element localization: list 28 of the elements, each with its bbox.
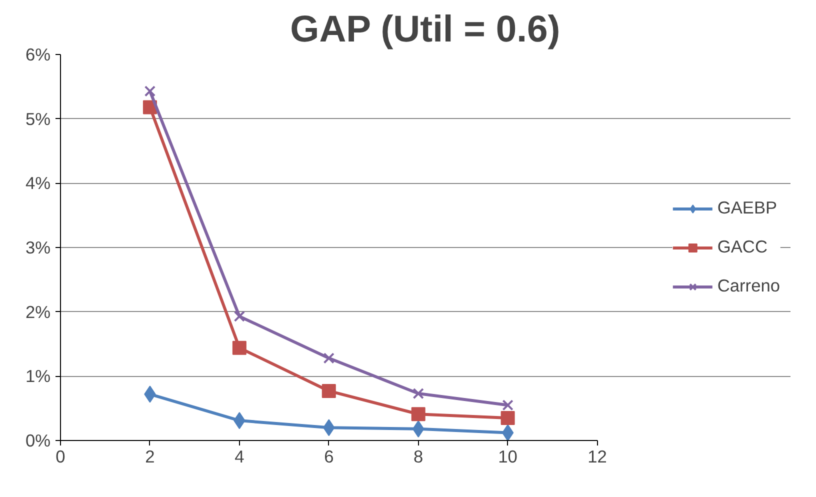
point <box>412 388 424 400</box>
point <box>502 424 514 440</box>
x-tick-label: 12 <box>588 446 607 466</box>
y-tick-label: 1% <box>25 366 50 386</box>
point <box>234 310 246 322</box>
x-tick-label: 8 <box>414 446 424 466</box>
y-tick-label: 6% <box>25 44 50 64</box>
point <box>323 352 334 364</box>
y-tick-label: 5% <box>25 108 50 129</box>
x-tick-label: 4 <box>234 446 245 466</box>
x-tick-label: 2 <box>145 446 155 466</box>
y-tick-label: 4% <box>25 173 50 194</box>
point <box>411 407 426 422</box>
y-tick-label: 3% <box>25 238 50 258</box>
point <box>502 400 514 411</box>
point <box>500 410 515 425</box>
legend-label: GAEBP <box>717 198 778 218</box>
point <box>232 340 246 355</box>
point <box>144 86 156 97</box>
x-tick-label: 0 <box>56 446 66 466</box>
y-tick-label: 0% <box>25 430 50 450</box>
legend-label: Carreno <box>717 276 780 296</box>
chart-title: GAP (Util = 0.6) <box>290 8 560 50</box>
x-tick-label: 6 <box>324 446 334 466</box>
x-tick-label: 10 <box>498 446 518 466</box>
legend-label: GACC <box>717 236 768 258</box>
point <box>322 384 336 398</box>
y-tick-label: 2% <box>25 302 50 322</box>
